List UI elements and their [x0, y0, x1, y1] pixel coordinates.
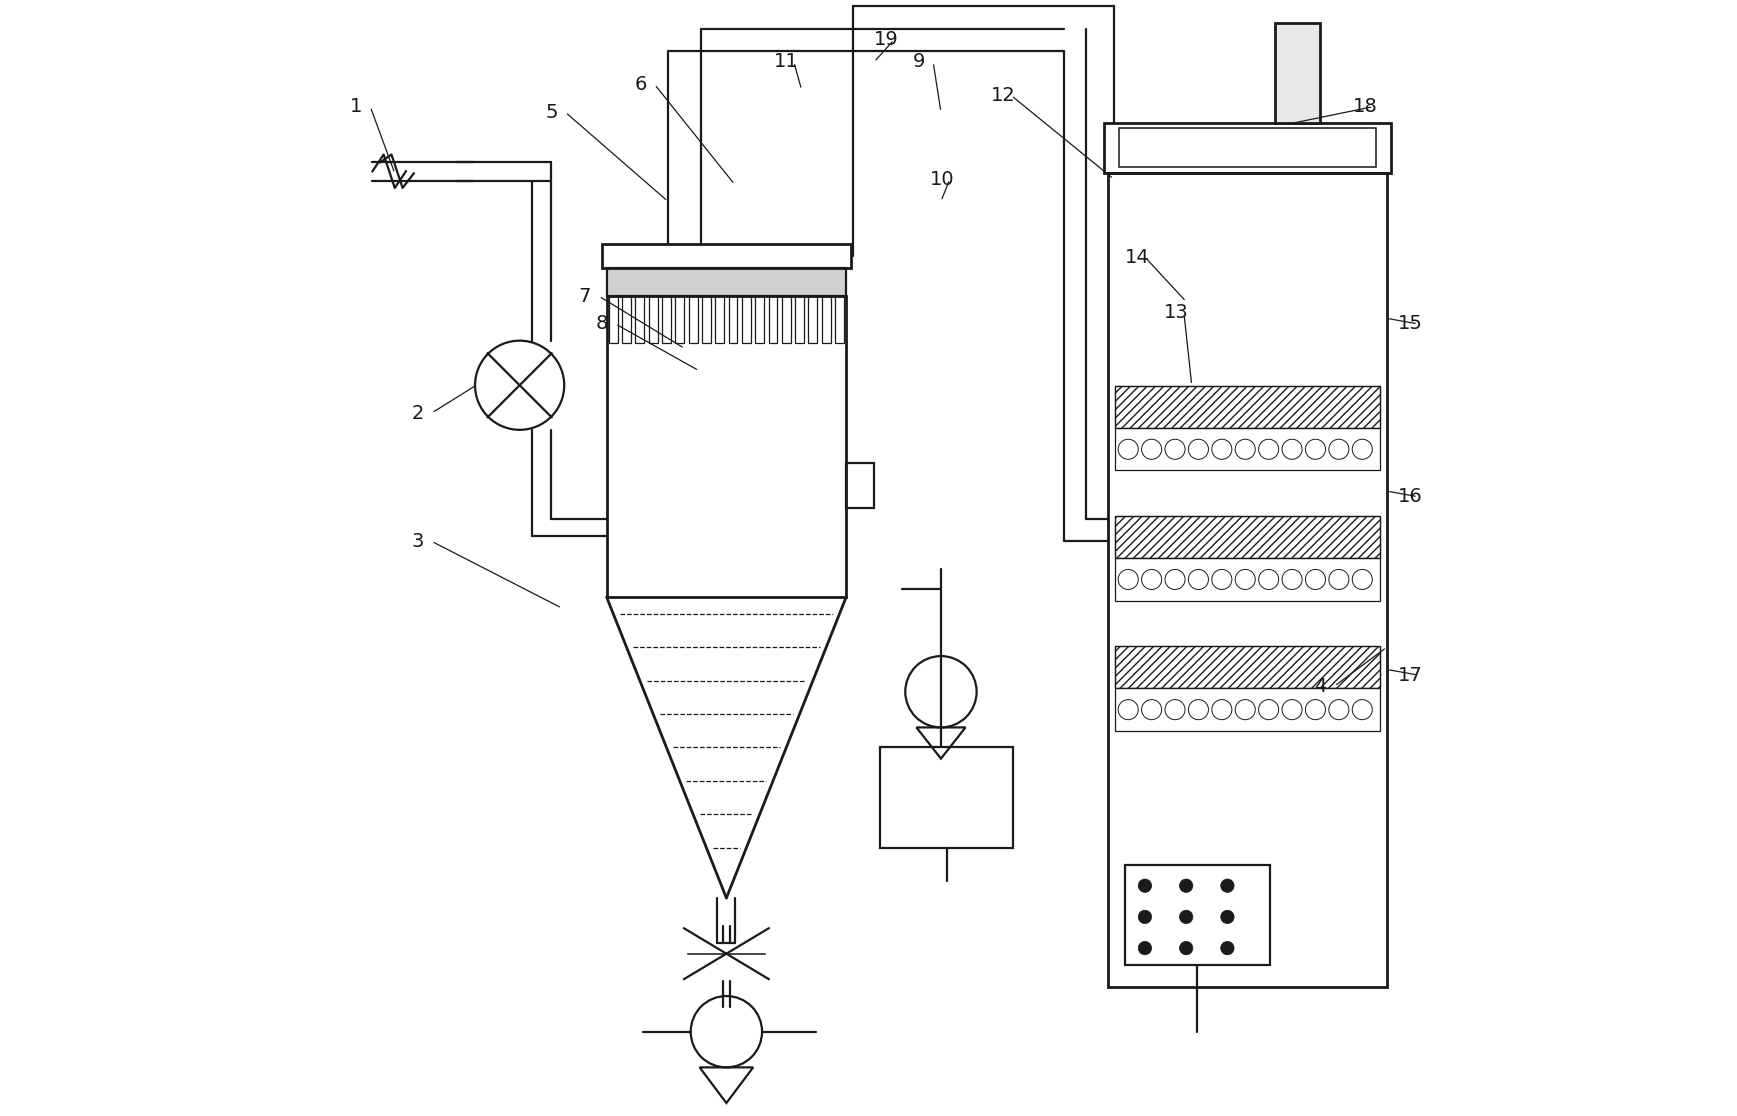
Bar — [1115, 386, 1381, 429]
Bar — [1115, 689, 1381, 731]
Bar — [879, 748, 1013, 848]
Bar — [622, 296, 631, 343]
Circle shape — [1138, 879, 1152, 893]
Bar — [1115, 646, 1381, 689]
Text: 11: 11 — [773, 52, 799, 71]
Bar — [1115, 558, 1381, 600]
Circle shape — [1138, 911, 1152, 924]
Text: 15: 15 — [1398, 315, 1423, 334]
Bar — [676, 296, 684, 343]
Bar — [603, 243, 851, 268]
Text: 17: 17 — [1398, 665, 1423, 684]
Bar — [1103, 123, 1391, 173]
Circle shape — [1179, 879, 1193, 893]
Text: 6: 6 — [634, 75, 646, 94]
Text: 3: 3 — [412, 532, 424, 551]
Bar — [702, 296, 710, 343]
Circle shape — [1179, 911, 1193, 924]
Bar — [1108, 173, 1386, 988]
Bar — [728, 296, 738, 343]
Text: 5: 5 — [545, 103, 558, 122]
Circle shape — [1138, 942, 1152, 955]
Bar — [716, 296, 724, 343]
Bar — [835, 296, 844, 343]
Text: 14: 14 — [1126, 248, 1150, 267]
Bar — [808, 296, 818, 343]
Circle shape — [1179, 942, 1193, 955]
Bar — [796, 296, 804, 343]
Bar — [742, 296, 750, 343]
Text: 16: 16 — [1398, 488, 1423, 507]
Bar — [688, 296, 698, 343]
Bar — [1115, 646, 1381, 689]
Bar — [648, 296, 658, 343]
Bar — [636, 296, 644, 343]
Text: 8: 8 — [596, 315, 608, 334]
Text: 18: 18 — [1353, 97, 1377, 116]
Circle shape — [1221, 879, 1233, 893]
Circle shape — [1221, 942, 1233, 955]
Bar — [768, 296, 778, 343]
Bar — [846, 463, 874, 508]
Bar — [1115, 516, 1381, 558]
Text: 7: 7 — [578, 287, 591, 306]
Bar — [822, 296, 830, 343]
Text: 13: 13 — [1164, 304, 1188, 323]
Text: 4: 4 — [1315, 676, 1327, 695]
Text: 2: 2 — [412, 404, 424, 423]
Text: 12: 12 — [992, 86, 1016, 105]
Bar — [1115, 386, 1381, 429]
Text: 19: 19 — [874, 30, 898, 49]
Bar — [1119, 127, 1376, 166]
Bar — [606, 296, 846, 597]
Bar — [1275, 23, 1320, 123]
Bar — [1115, 516, 1381, 558]
Circle shape — [1221, 911, 1233, 924]
Text: 9: 9 — [914, 52, 926, 71]
Bar — [1115, 429, 1381, 471]
Text: 1: 1 — [351, 97, 363, 116]
Bar — [782, 296, 790, 343]
Text: 10: 10 — [929, 170, 954, 189]
Bar — [606, 268, 846, 296]
Bar — [756, 296, 764, 343]
Bar — [1126, 865, 1270, 965]
Bar — [608, 296, 618, 343]
Bar — [662, 296, 670, 343]
